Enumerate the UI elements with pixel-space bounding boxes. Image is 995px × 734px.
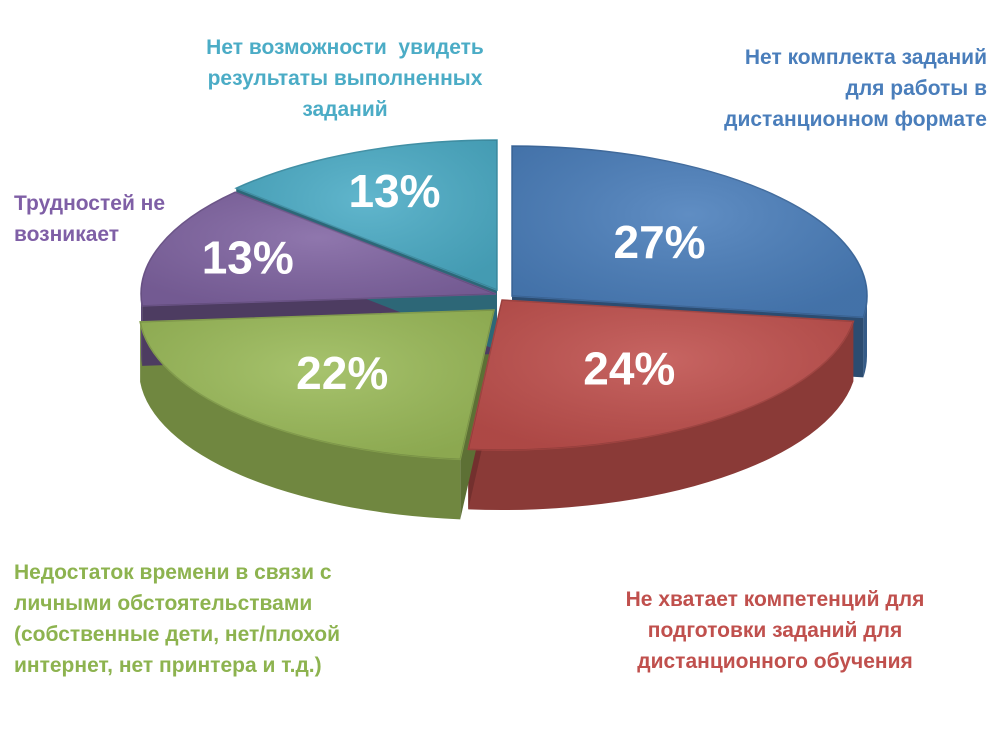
pie-slice-shading (140, 310, 494, 460)
label-line: дистанционном формате (724, 108, 987, 131)
label-no-difficulties: Трудностей не возникает (14, 188, 165, 250)
label-no-tasks-set: Нет комплекта заданий для работы в диста… (724, 42, 987, 135)
pie-slice-value-label: 13% (348, 165, 440, 217)
label-line: Недостаток времени в связи с (14, 561, 332, 584)
label-line: Не хватает компетенций для (625, 588, 925, 611)
label-line: Нет возможности увидеть (206, 36, 484, 59)
label-line: Нет комплекта заданий (744, 46, 987, 69)
label-line: возникает (14, 223, 120, 246)
pie-slice-shading (468, 300, 854, 451)
label-line: (собственные дети, нет/плохой (14, 623, 341, 646)
pie-slice-value-label: 13% (202, 232, 294, 284)
pie-slice-side (140, 321, 461, 520)
label-line: Трудностей не (14, 192, 166, 215)
label-line: результаты выполненных (207, 67, 483, 90)
pie-slice-value-label: 27% (614, 216, 706, 268)
label-line: заданий (302, 98, 388, 121)
label-lack-of-time: Недостаток времени в связи с личными обс… (14, 557, 340, 681)
label-line: подготовки заданий для (647, 619, 903, 642)
pie-slice-value-label: 22% (296, 347, 388, 399)
label-lack-of-competence: Не хватает компетенций для подготовки за… (575, 584, 975, 677)
pie-slice-side (468, 321, 854, 511)
pie-slice-shading (512, 146, 867, 318)
pie-slice-shading (141, 192, 496, 306)
label-line: интернет, нет принтера и т.д.) (14, 654, 322, 677)
pie-slice-shading (236, 140, 497, 290)
label-line: дистанционного обучения (637, 650, 913, 673)
pie-slice-value-label: 24% (583, 342, 675, 394)
label-line: личными обстоятельствами (14, 592, 313, 615)
label-line: для работы в (845, 77, 987, 100)
label-no-results-view: Нет возможности увидеть результаты выпол… (170, 32, 520, 125)
